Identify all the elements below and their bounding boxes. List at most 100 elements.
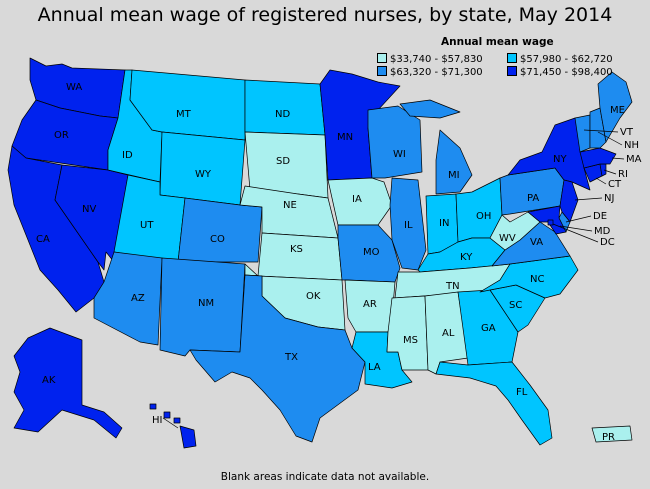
legend-item-4: $71,450 - $98,400 xyxy=(507,66,613,78)
label-me: ME xyxy=(610,105,625,116)
label-mo: MO xyxy=(363,247,380,258)
label-ok: OK xyxy=(306,291,321,302)
label-wy: WY xyxy=(195,169,212,180)
state-pr[interactable] xyxy=(591,425,633,443)
label-ca: CA xyxy=(36,234,50,245)
legend-swatch-1 xyxy=(377,53,387,63)
state-ak[interactable] xyxy=(13,327,123,439)
label-md: MD xyxy=(594,226,611,237)
label-ia: IA xyxy=(352,194,362,205)
states-layer xyxy=(7,57,633,449)
state-wi[interactable] xyxy=(367,105,423,179)
label-ri: RI xyxy=(618,169,628,180)
legend-item-1: $33,740 - $57,830 xyxy=(377,53,483,65)
label-nh: NH xyxy=(624,140,639,151)
legend-label-2: $57,980 - $62,720 xyxy=(520,54,613,65)
footnote: Blank areas indicate data not available. xyxy=(220,471,430,483)
label-la: LA xyxy=(368,362,381,373)
label-or: OR xyxy=(54,130,69,141)
label-ne: NE xyxy=(283,200,297,211)
state-me[interactable] xyxy=(597,71,633,143)
label-vt: VT xyxy=(620,127,634,138)
label-co: CO xyxy=(210,234,225,245)
label-ky: KY xyxy=(460,252,473,263)
legend: Annual mean wage $33,740 - $57,830 $57,9… xyxy=(375,36,635,80)
label-ks: KS xyxy=(290,244,303,255)
legend-title: Annual mean wage xyxy=(441,36,554,48)
label-de: DE xyxy=(593,211,607,222)
leader-md xyxy=(559,225,593,232)
state-az[interactable] xyxy=(93,251,163,346)
leader-hi xyxy=(162,417,179,429)
label-id: ID xyxy=(122,150,133,161)
state-co[interactable] xyxy=(177,197,263,263)
label-tn: TN xyxy=(445,281,460,292)
state-nc[interactable] xyxy=(479,255,579,299)
leader-lines xyxy=(162,129,625,429)
legend-item-3: $63,320 - $71,300 xyxy=(377,66,483,78)
state-nd[interactable] xyxy=(244,79,326,136)
label-ut: UT xyxy=(140,220,154,231)
leader-de xyxy=(565,215,592,223)
state-nh[interactable] xyxy=(589,107,607,149)
label-ak: AK xyxy=(42,375,56,386)
leader-ct xyxy=(595,177,607,185)
leader-vt xyxy=(583,129,619,133)
label-wi: WI xyxy=(393,149,406,160)
label-wa: WA xyxy=(66,82,82,93)
label-pa: PA xyxy=(527,193,539,204)
label-sc: SC xyxy=(509,300,522,311)
label-dc: DC xyxy=(600,237,615,248)
label-nv: NV xyxy=(82,204,96,215)
leader-ri xyxy=(603,169,617,175)
state-md[interactable] xyxy=(527,205,567,235)
label-wv: WV xyxy=(499,233,516,244)
label-mi: MI xyxy=(448,170,460,181)
label-al: AL xyxy=(442,328,455,339)
label-fl: FL xyxy=(516,387,528,398)
label-nc: NC xyxy=(530,274,544,285)
legend-swatch-4 xyxy=(507,66,517,76)
label-nd: ND xyxy=(275,109,290,120)
legend-item-2: $57,980 - $62,720 xyxy=(507,53,613,65)
label-mn: MN xyxy=(337,132,353,143)
state-tx[interactable] xyxy=(189,274,366,443)
label-mt: MT xyxy=(176,109,192,120)
label-il: IL xyxy=(404,220,413,231)
label-nm: NM xyxy=(198,298,214,309)
label-ar: AR xyxy=(363,299,377,310)
state-mi[interactable] xyxy=(399,99,473,195)
label-ny: NY xyxy=(553,154,567,165)
state-labels: WA OR CA NV ID MT WY UT AZ CO NM ND SD N… xyxy=(36,82,642,443)
legend-label-1: $33,740 - $57,830 xyxy=(390,54,483,65)
leader-nj xyxy=(574,197,603,201)
leader-dc xyxy=(552,223,599,243)
state-ks[interactable] xyxy=(257,232,343,281)
legend-swatch-2 xyxy=(507,53,517,63)
state-dc[interactable] xyxy=(547,219,554,226)
label-sd: SD xyxy=(276,156,290,167)
label-in: IN xyxy=(439,218,449,229)
legend-swatch-3 xyxy=(377,66,387,76)
label-hi: HI xyxy=(152,415,162,426)
label-ms: MS xyxy=(403,335,418,346)
leader-ma xyxy=(611,157,625,160)
label-ma: MA xyxy=(626,154,642,165)
state-il[interactable] xyxy=(389,177,427,271)
state-hi[interactable] xyxy=(149,403,197,449)
state-fl[interactable] xyxy=(435,361,553,446)
label-ct: CT xyxy=(608,179,622,190)
label-pr: PR xyxy=(602,432,615,443)
legend-label-3: $63,320 - $71,300 xyxy=(390,67,483,78)
label-tx: TX xyxy=(284,352,298,363)
legend-label-4: $71,450 - $98,400 xyxy=(520,67,613,78)
label-nj: NJ xyxy=(604,193,614,204)
label-va: VA xyxy=(530,237,543,248)
leader-nh xyxy=(597,131,623,146)
label-az: AZ xyxy=(131,293,145,304)
label-oh: OH xyxy=(476,211,491,222)
map-title: Annual mean wage of registered nurses, b… xyxy=(37,4,613,26)
label-ga: GA xyxy=(481,323,496,334)
